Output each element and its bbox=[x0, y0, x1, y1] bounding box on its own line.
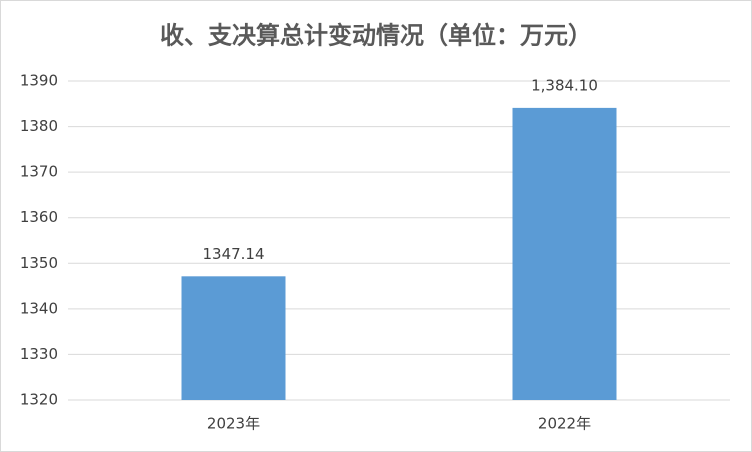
y-tick-label: 1390 bbox=[20, 72, 58, 90]
x-tick-label: 2022年 bbox=[538, 415, 591, 433]
value-label: 1347.14 bbox=[202, 245, 264, 263]
y-tick-label: 1380 bbox=[20, 117, 58, 135]
y-tick-label: 1340 bbox=[20, 299, 58, 317]
y-tick-label: 1370 bbox=[20, 163, 58, 181]
y-tick-label: 1320 bbox=[20, 391, 58, 409]
x-tick-label: 2023年 bbox=[207, 415, 260, 433]
chart-title: 收、支决算总计变动情况（单位：万元） bbox=[160, 21, 592, 50]
bar bbox=[512, 107, 617, 400]
y-tick-label: 1330 bbox=[20, 345, 58, 363]
value-label: 1,384.10 bbox=[531, 76, 598, 94]
bar bbox=[181, 276, 286, 400]
y-tick-label: 1360 bbox=[20, 208, 58, 226]
y-tick-label: 1350 bbox=[20, 254, 58, 272]
